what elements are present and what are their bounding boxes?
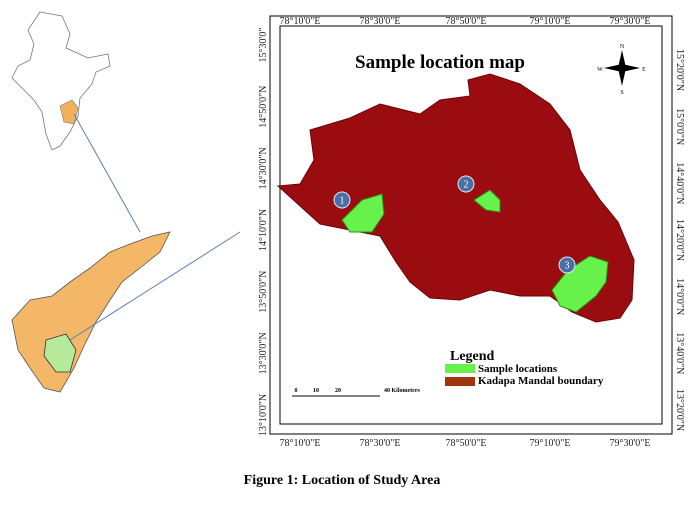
map-title: Sample location map	[355, 52, 525, 73]
lon-label: 78°50'0"E	[446, 438, 487, 449]
arrow	[69, 231, 241, 341]
lat-label: 13°40'0"N	[674, 332, 685, 374]
lon-label: 79°10'0"E	[530, 16, 571, 27]
lon-label: 78°30'0"E	[360, 16, 401, 27]
lat-label: 13°10'0"N	[258, 394, 269, 436]
sample-area	[341, 193, 385, 233]
compass-letter: W	[597, 67, 603, 73]
legend-label: Sample locations	[478, 363, 558, 375]
legend-title: Legend	[450, 349, 495, 364]
lat-label: 14°0'0"N	[674, 278, 685, 315]
arrow	[73, 113, 141, 233]
marker	[457, 175, 475, 193]
compass	[604, 50, 640, 86]
lon-label: 78°30'0"E	[360, 438, 401, 449]
lat-label: 13°30'0"N	[258, 332, 269, 374]
lat-label: 14°30'0"N	[258, 147, 269, 189]
lat-label: 14°40'0"N	[674, 162, 685, 204]
kadapa-district	[43, 333, 77, 373]
legend-swatch	[445, 377, 475, 386]
lat-label: 14°50'0"N	[258, 86, 269, 128]
scale-label: 0	[295, 388, 298, 394]
marker	[558, 256, 576, 274]
lon-label: 79°30'0"E	[610, 438, 651, 449]
compass-letter: N	[620, 44, 625, 50]
compass-letter: E	[642, 67, 646, 73]
kadapa-map	[276, 73, 635, 323]
marker-label: 2	[464, 180, 469, 191]
lat-label: 15°0'0"N	[674, 108, 685, 145]
caption: Figure 1: Location of Study Area	[244, 473, 441, 488]
lat-label: 14°10'0"N	[258, 209, 269, 251]
lat-label: 13°50'0"N	[258, 271, 269, 313]
lat-label: 13°20'0"N	[674, 389, 685, 431]
ap-outline	[11, 231, 171, 393]
lon-label: 79°10'0"E	[530, 438, 571, 449]
scale-label: 40 Kilometers	[384, 388, 420, 394]
legend-label: Kadapa Mandal boundary	[478, 375, 604, 387]
marker-label: 1	[340, 196, 345, 207]
lat-label: 14°20'0"N	[674, 219, 685, 261]
map-outer-frame	[269, 15, 673, 435]
lon-label: 79°30'0"E	[610, 16, 651, 27]
lon-label: 78°50'0"E	[446, 16, 487, 27]
lon-label: 78°10'0"E	[280, 438, 321, 449]
lon-label: 78°10'0"E	[280, 16, 321, 27]
india-outline	[11, 11, 111, 151]
marker	[333, 191, 351, 209]
scale-label: 10	[313, 388, 319, 394]
marker-label: 3	[565, 261, 570, 272]
scale-label: 20	[335, 388, 341, 394]
compass-letter: S	[620, 90, 623, 96]
lat-label: 15°30'0"	[258, 28, 269, 63]
sample-area	[473, 189, 501, 213]
lat-label: 15°20'0"N	[674, 49, 685, 91]
ap-in-india	[59, 99, 79, 125]
legend-swatch	[445, 364, 475, 373]
